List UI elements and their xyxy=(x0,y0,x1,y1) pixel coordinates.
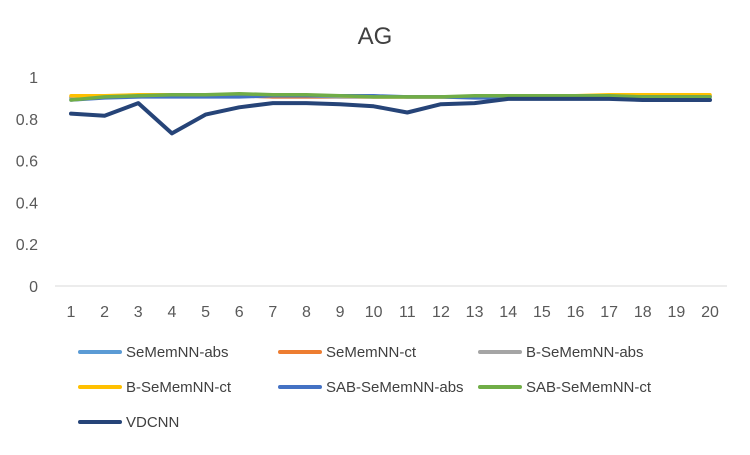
legend-item: VDCNN xyxy=(78,414,179,431)
x-tick-label: 19 xyxy=(667,304,685,321)
legend-item: SeMemNN-ct xyxy=(278,344,417,361)
legend-item: SAB-SeMemNN-ct xyxy=(478,379,652,396)
legend-label: VDCNN xyxy=(126,414,179,431)
x-tick-label: 20 xyxy=(701,304,719,321)
legend-label: SeMemNN-ct xyxy=(326,344,417,361)
legend-item: SeMemNN-abs xyxy=(78,344,229,361)
y-tick-label: 0 xyxy=(29,279,38,296)
x-tick-label: 14 xyxy=(499,304,517,321)
x-tick-label: 3 xyxy=(134,304,143,321)
legend-label: SAB-SeMemNN-abs xyxy=(326,379,464,396)
chart-title: AG xyxy=(358,23,393,50)
x-tick-label: 13 xyxy=(466,304,484,321)
x-tick-label: 1 xyxy=(67,304,76,321)
x-tick-label: 12 xyxy=(432,304,450,321)
series-line-vdcnn xyxy=(69,96,712,136)
x-tick-label: 11 xyxy=(399,304,416,321)
series-line-sab-sememnn-ct xyxy=(69,91,712,102)
legend-label: SAB-SeMemNN-ct xyxy=(526,379,652,396)
x-tick-label: 9 xyxy=(336,304,345,321)
legend-label: B-SeMemNN-ct xyxy=(126,379,232,396)
plot-area: 00.20.40.60.811 2 3 4 5 6 7 8 9 10 11 12 13 14 15 16 17 1… xyxy=(16,70,727,321)
legend-item: B-SeMemNN-ct xyxy=(78,379,232,396)
y-tick-label: 1 xyxy=(29,70,38,87)
y-tick-label: 0.6 xyxy=(16,154,38,171)
y-tick-label: 0.8 xyxy=(16,112,38,129)
x-tick-label: 10 xyxy=(365,304,383,321)
x-tick-label: 15 xyxy=(533,304,551,321)
x-tick-label: 2 xyxy=(100,304,109,321)
x-tick-label: 18 xyxy=(634,304,652,321)
legend-label: B-SeMemNN-abs xyxy=(526,344,644,361)
x-tick-label: 8 xyxy=(302,304,311,321)
x-tick-label: 6 xyxy=(235,304,244,321)
legend-item: SAB-SeMemNN-abs xyxy=(278,379,464,396)
y-tick-label: 0.4 xyxy=(16,195,38,212)
x-tick-label: 4 xyxy=(167,304,176,321)
x-tick-label: 17 xyxy=(600,304,618,321)
y-tick-label: 0.2 xyxy=(16,237,38,254)
x-tick-label: 5 xyxy=(201,304,210,321)
legend: SeMemNN-abs SeMemNN-ct B-SeMemNN-abs B-SeMe… xyxy=(78,344,652,431)
x-tick-label: 16 xyxy=(567,304,585,321)
legend-label: SeMemNN-abs xyxy=(126,344,229,361)
legend-item: B-SeMemNN-abs xyxy=(478,344,644,361)
x-tick-label: 7 xyxy=(268,304,277,321)
